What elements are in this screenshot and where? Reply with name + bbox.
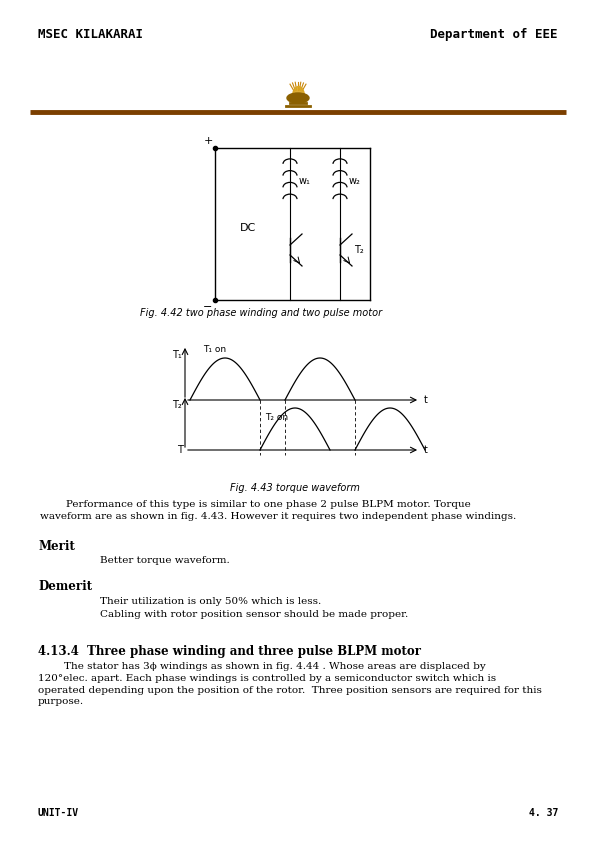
Text: T₁: T₁ <box>172 350 182 360</box>
Text: w₁: w₁ <box>299 177 311 186</box>
Text: DC: DC <box>240 223 256 233</box>
Text: The stator has 3ϕ windings as shown in fig. 4.44 . Whose areas are displaced by
: The stator has 3ϕ windings as shown in f… <box>38 662 542 706</box>
Text: Merit: Merit <box>38 540 75 553</box>
Text: Department of EEE: Department of EEE <box>430 28 558 41</box>
Text: Their utilization is only 50% which is less.: Their utilization is only 50% which is l… <box>100 597 321 606</box>
Text: T₁ on: T₁ on <box>203 345 226 354</box>
Text: Demerit: Demerit <box>38 580 92 593</box>
Text: t: t <box>424 445 428 455</box>
Text: T₂: T₂ <box>354 245 364 255</box>
Text: t: t <box>424 395 428 405</box>
Text: 4.13.4  Three phase winding and three pulse BLPM motor: 4.13.4 Three phase winding and three pul… <box>38 645 421 658</box>
Text: 4. 37: 4. 37 <box>529 808 558 818</box>
Text: Fig. 4.42 two phase winding and two pulse motor: Fig. 4.42 two phase winding and two puls… <box>140 308 382 318</box>
Text: Fig. 4.43 torque waveform: Fig. 4.43 torque waveform <box>230 483 360 493</box>
Text: T: T <box>177 445 183 455</box>
Text: T₂ on: T₂ on <box>265 413 288 423</box>
Text: T₂: T₂ <box>172 400 182 410</box>
Text: UNIT-IV: UNIT-IV <box>38 808 79 818</box>
Text: w₂: w₂ <box>349 177 361 186</box>
Text: Performance of this type is similar to one phase 2 pulse BLPM motor. Torque
wave: Performance of this type is similar to o… <box>40 500 516 521</box>
Text: Cabling with rotor position sensor should be made proper.: Cabling with rotor position sensor shoul… <box>100 610 408 619</box>
Ellipse shape <box>287 93 309 103</box>
Text: MSEC KILAKARAI: MSEC KILAKARAI <box>38 28 143 41</box>
Text: Better torque waveform.: Better torque waveform. <box>100 556 229 565</box>
Text: −: − <box>203 302 213 312</box>
Text: +: + <box>203 136 213 146</box>
